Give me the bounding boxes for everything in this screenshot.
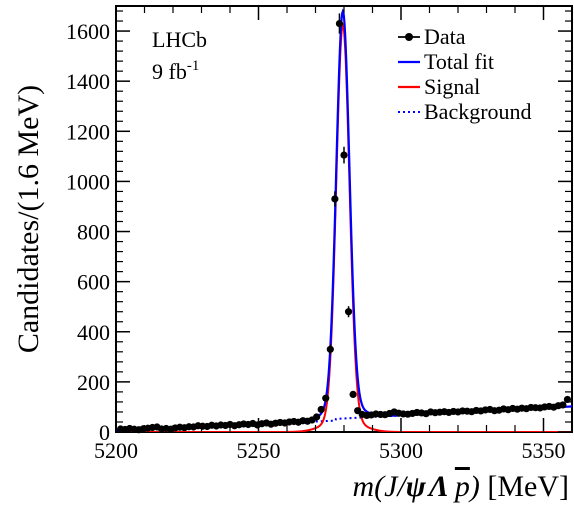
annotation: LHCb 9 fb-1 <box>152 27 207 84</box>
y-tick-label: 1400 <box>66 69 110 94</box>
data-point <box>335 19 344 28</box>
data-points <box>116 13 572 434</box>
annotation-luminosity: 9 fb-1 <box>152 58 199 84</box>
data-point <box>331 195 339 203</box>
axis-ticks: 5200 5250 5300 5350 0 200 400 600 800 1000 1200 140… <box>66 6 573 463</box>
y-axis-title: Candidates/(1.6 MeV) <box>12 85 45 353</box>
data-point <box>326 345 334 353</box>
signal-curve <box>116 21 572 432</box>
data-point <box>313 413 321 421</box>
y-tick-label: 0 <box>99 420 110 445</box>
x-tick-label: 5250 <box>237 438 281 463</box>
y-tick-label: 800 <box>77 220 110 245</box>
annotation-experiment: LHCb <box>152 27 207 52</box>
x-tick-label: 5300 <box>379 438 423 463</box>
legend-label: Signal <box>424 74 480 99</box>
y-tick-label: 600 <box>77 270 110 295</box>
y-tick-label: 1000 <box>66 169 110 194</box>
y-tick-label: 1200 <box>66 119 110 144</box>
data-point <box>322 394 330 402</box>
legend-label: Background <box>424 99 532 124</box>
x-tick-label: 5350 <box>522 438 566 463</box>
data-point <box>317 405 325 414</box>
y-tick-label: 400 <box>77 320 110 345</box>
y-tick-label: 200 <box>77 370 110 395</box>
data-point <box>559 401 567 409</box>
y-tick-label: 1600 <box>66 19 110 44</box>
data-point <box>563 395 572 404</box>
data-point <box>349 390 357 399</box>
legend-label: Data <box>424 24 466 49</box>
x-tick-label: 5200 <box>94 438 138 463</box>
legend-label: Total fit <box>424 49 494 74</box>
data-point <box>344 308 353 316</box>
legend-swatch-marker <box>405 33 413 41</box>
data-point <box>340 151 348 159</box>
